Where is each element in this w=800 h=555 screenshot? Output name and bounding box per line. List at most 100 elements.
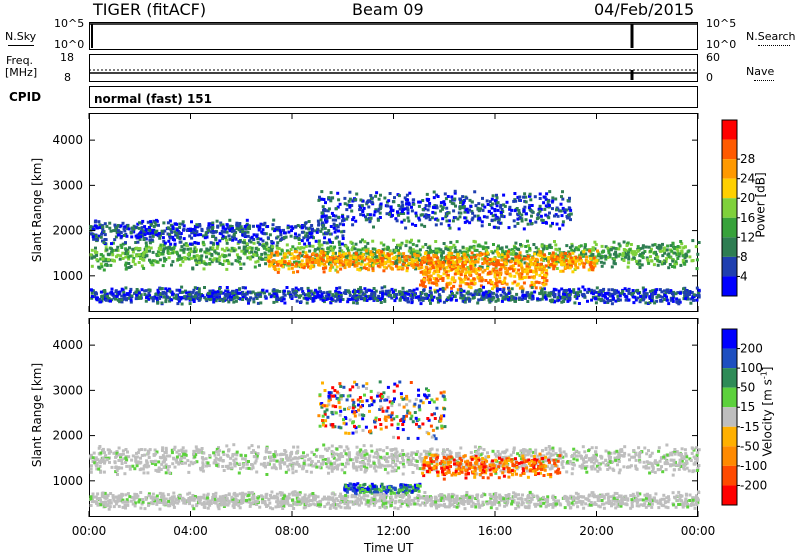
data-cell [349,241,352,244]
data-cell [166,296,169,299]
data-cell [274,268,277,271]
data-cell [573,301,576,304]
data-cell [543,196,546,199]
data-cell [176,289,179,292]
data-cell [379,194,382,197]
data-cell [429,278,432,281]
data-cell [236,253,239,256]
colorbar-segment [722,179,737,199]
data-cell [213,298,216,301]
data-cell [178,258,181,261]
data-cell [294,236,297,239]
data-cell [227,227,230,230]
data-cell [672,297,675,300]
data-cell [167,240,170,243]
data-cell [675,292,678,295]
data-cell [439,264,442,267]
data-cell [138,227,141,230]
data-cell [250,251,253,254]
colorbar-tick-label: 8 [740,250,748,264]
data-cell [268,293,271,296]
data-cell [525,276,528,279]
data-cell [447,195,450,198]
data-cell [312,252,315,255]
data-cell [428,275,431,278]
data-cell [529,193,532,196]
data-cell [386,205,389,208]
data-cell [194,286,197,289]
data-cell [482,293,485,296]
data-cell [301,231,304,234]
data-cell [497,221,500,224]
data-cell [100,263,103,266]
data-cell [552,251,555,254]
data-cell [426,193,429,196]
data-cell [471,260,474,263]
data-cell [129,255,132,258]
data-cell [488,290,491,293]
data-cell [173,246,176,249]
data-cell [442,250,445,253]
data-cell [361,210,364,213]
data-cell [216,220,219,223]
data-cell [429,267,432,270]
data-cell [555,208,558,211]
data-cell [536,213,539,216]
data-cell [290,229,293,232]
data-cell [477,257,480,260]
data-cell [502,203,505,206]
data-cell [115,226,118,229]
data-cell [218,255,221,258]
data-cell [332,214,335,217]
data-cell [500,215,503,218]
data-cell [649,250,652,253]
data-cell [335,207,338,210]
data-cell [488,223,491,226]
data-cell [596,286,599,289]
data-cell [627,289,630,292]
data-cell [279,253,282,256]
data-cell [445,207,448,210]
data-cell [447,282,450,285]
data-cell [644,288,647,291]
data-cell [503,292,506,295]
data-cell [513,192,516,195]
data-cell [372,226,375,229]
data-cell [451,202,454,205]
data-cell [468,209,471,212]
data-cell [264,252,267,255]
data-cell [464,301,467,304]
data-cell [283,256,286,259]
data-cell [431,216,434,219]
data-cell [126,252,129,255]
data-cell [354,247,357,250]
data-cell [500,271,503,274]
data-cell [324,215,327,218]
data-cell [456,253,459,256]
data-cell [389,294,392,297]
data-cell [463,205,466,208]
data-cell [251,247,254,250]
data-cell [560,261,563,264]
data-cell [696,258,699,261]
data-cell [526,262,529,265]
data-cell [105,238,108,241]
data-cell [103,241,106,244]
data-cell [577,288,580,291]
data-cell [473,190,476,193]
data-cell [456,240,459,243]
data-cell [442,261,445,264]
data-cell [390,252,393,255]
data-cell [294,226,297,229]
data-cell [533,253,536,256]
data-cell [380,301,383,304]
data-cell [475,204,478,207]
data-cell [153,225,156,228]
data-cell [639,295,642,298]
data-cell [336,192,339,195]
data-cell [507,298,510,301]
data-cell [623,241,626,244]
data-cell [458,260,461,263]
data-cell [321,212,324,215]
data-cell [650,299,653,302]
